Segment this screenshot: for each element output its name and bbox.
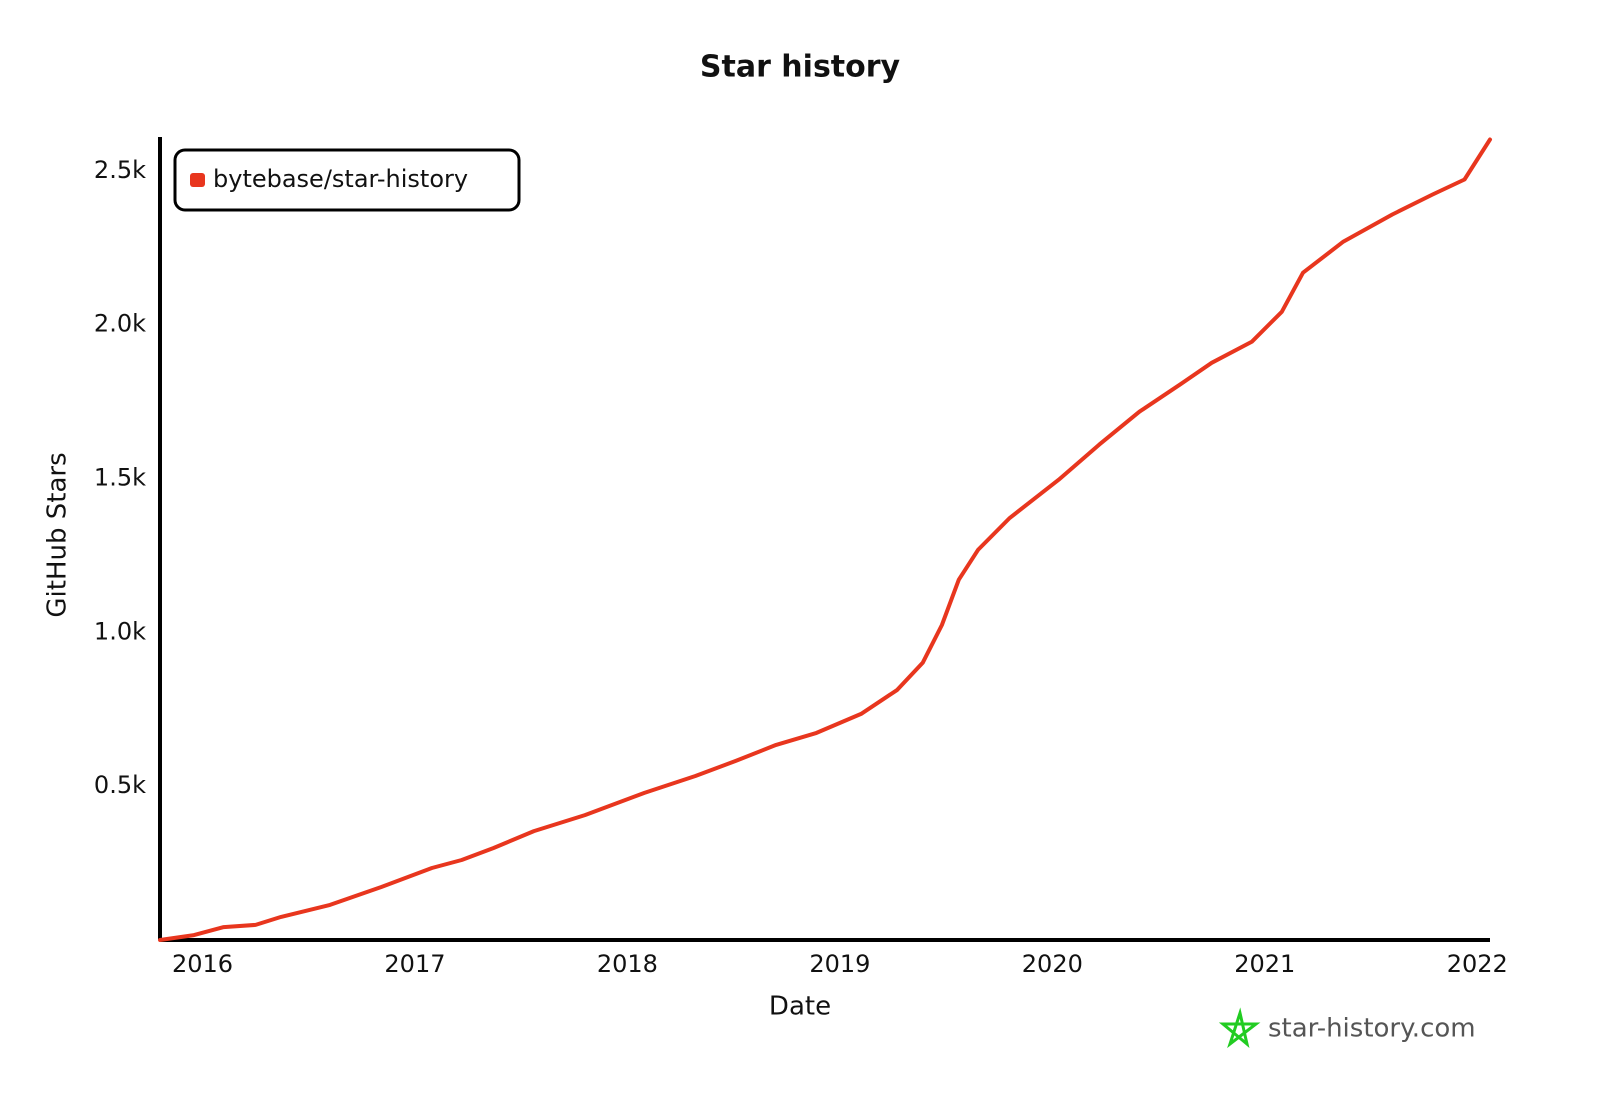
x-tick-label: 2017 — [384, 950, 445, 978]
legend-label: bytebase/star-history — [213, 165, 468, 193]
legend: bytebase/star-history — [173, 148, 521, 212]
y-axis-label: GitHub Stars — [43, 452, 73, 617]
y-tick-label: 2.5k — [94, 156, 146, 184]
x-tick-label: 2020 — [1022, 950, 1083, 978]
legend-swatch — [190, 173, 205, 187]
y-tick-label: 1.0k — [94, 617, 146, 645]
x-tick-label: 2016 — [172, 950, 233, 978]
x-axis-label: Date — [769, 992, 831, 1022]
x-tick-label: 2022 — [1447, 950, 1508, 978]
y-tick-label: 0.5k — [94, 771, 146, 799]
legend-box — [173, 148, 521, 212]
y-tick-label: 1.5k — [94, 464, 146, 492]
watermark-icon — [1218, 1007, 1261, 1049]
series-line — [158, 137, 1492, 942]
watermark-text: star-history.com — [1268, 1014, 1476, 1044]
y-tick-label: 2.0k — [94, 310, 146, 338]
x-tick-label: 2021 — [1234, 950, 1295, 978]
chart-title: Star history — [700, 50, 901, 85]
x-tick-label: 2019 — [809, 950, 870, 978]
x-tick-label: 2018 — [597, 950, 658, 978]
watermark: star-history.com — [1218, 1007, 1476, 1049]
